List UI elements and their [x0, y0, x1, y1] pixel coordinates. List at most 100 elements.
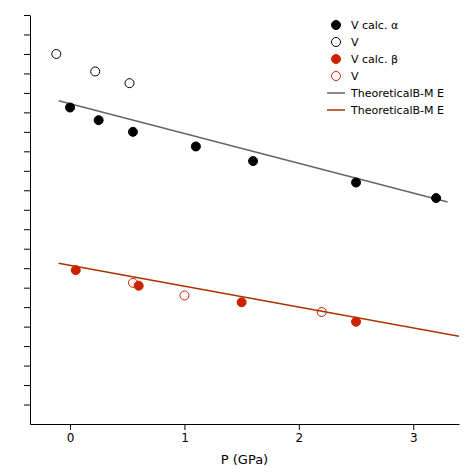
legend-label: V calc. α: [351, 19, 398, 32]
x-tick: 1: [181, 424, 189, 445]
y-axis: [24, 16, 31, 425]
x-axis: 0 1 2 3: [31, 424, 460, 445]
point: [66, 103, 75, 112]
lines: [59, 101, 459, 337]
point: [125, 79, 134, 88]
y-tick: [24, 112, 30, 113]
y-tick-mark: [24, 34, 30, 35]
point: [128, 278, 137, 287]
y-tick: [24, 132, 30, 133]
y-tick-mark: [24, 346, 30, 347]
y-tick: [24, 346, 30, 347]
y-tick: [24, 307, 30, 308]
legend-item: V: [332, 36, 360, 49]
y-tick-mark: [24, 366, 30, 367]
y-tick-mark: [24, 54, 30, 55]
legend-symbol: [332, 38, 341, 47]
point: [52, 49, 61, 58]
x-tick-mark: [184, 424, 185, 430]
y-tick-mark: [24, 229, 30, 230]
point: [134, 281, 143, 290]
legend-item: TheoreticalB-M E: [327, 87, 444, 100]
legend-symbol: [332, 21, 341, 30]
y-tick-mark: [24, 93, 30, 94]
y-tick: [24, 405, 30, 406]
legend-label: V: [351, 36, 359, 49]
legend-label: V calc. β: [351, 53, 398, 66]
y-tick: [24, 171, 30, 172]
y-tick-mark: [24, 112, 30, 113]
point: [128, 127, 137, 136]
x-tick: 3: [410, 424, 418, 445]
y-tick: [24, 288, 30, 289]
y-tick: [24, 190, 30, 191]
legend-symbol: [327, 109, 345, 111]
y-tick-mark: [24, 249, 30, 250]
x-tick-label: 2: [296, 431, 304, 445]
y-tick: [24, 73, 30, 74]
y-tick-mark: [24, 151, 30, 152]
point: [249, 157, 258, 166]
y-tick: [24, 366, 30, 367]
legend-item: V calc. β: [332, 53, 398, 66]
point: [352, 178, 361, 187]
y-tick: [24, 229, 30, 230]
y-axis-line: [30, 16, 31, 425]
legend-symbol: [332, 72, 341, 81]
legend-symbol: [332, 55, 341, 64]
line: [59, 101, 448, 202]
y-tick: [24, 54, 30, 55]
x-tick: 2: [296, 424, 304, 445]
y-tick-mark: [24, 288, 30, 289]
y-tick-mark: [24, 15, 30, 16]
legend: V calc. α V V calc. β V TheoreticalB-M E Theo…: [327, 19, 444, 117]
chart: 0 1 2 3 P (GPa) V calc. α V V calc. β V Theoretic…: [0, 0, 474, 474]
point: [94, 116, 103, 125]
y-tick-mark: [24, 73, 30, 74]
y-tick: [24, 34, 30, 35]
point: [191, 142, 200, 151]
x-tick-label: 3: [410, 431, 418, 445]
x-tick-mark: [70, 424, 71, 430]
x-tick: 0: [67, 424, 75, 445]
y-tick-mark: [24, 132, 30, 133]
x-tick-label: 0: [67, 431, 75, 445]
point: [71, 266, 80, 275]
x-tick-mark: [299, 424, 300, 430]
y-tick-mark: [24, 171, 30, 172]
legend-symbol: [327, 92, 345, 94]
marks: [52, 49, 459, 336]
y-tick: [24, 249, 30, 250]
y-tick: [24, 93, 30, 94]
legend-item: V: [332, 70, 360, 83]
y-tick-mark: [24, 190, 30, 191]
x-tick-label: 1: [181, 431, 189, 445]
point: [180, 291, 189, 300]
y-tick: [24, 210, 30, 211]
x-axis-line: [31, 424, 460, 425]
point: [91, 67, 100, 76]
legend-label: V: [351, 70, 359, 83]
legend-item: V calc. α: [332, 19, 399, 32]
y-tick: [24, 268, 30, 269]
legend-item: TheoreticalB-M E: [327, 104, 444, 117]
y-tick-mark: [24, 307, 30, 308]
x-axis-title: P (GPa): [221, 452, 268, 467]
plot: 0 1 2 3 P (GPa) V calc. α V V calc. β V Theoretic…: [24, 16, 460, 468]
y-tick-mark: [24, 405, 30, 406]
y-tick: [24, 327, 30, 328]
y-tick-mark: [24, 268, 30, 269]
point: [352, 317, 361, 326]
legend-label: TheoreticalB-M E: [350, 87, 444, 100]
y-tick: [24, 385, 30, 386]
y-tick: [24, 15, 30, 16]
point: [237, 298, 246, 307]
point: [432, 194, 441, 203]
y-tick-mark: [24, 210, 30, 211]
y-tick-mark: [24, 327, 30, 328]
point: [317, 308, 326, 317]
line: [59, 263, 459, 336]
legend-label: TheoreticalB-M E: [350, 104, 444, 117]
x-tick-mark: [413, 424, 414, 430]
y-tick: [24, 151, 30, 152]
